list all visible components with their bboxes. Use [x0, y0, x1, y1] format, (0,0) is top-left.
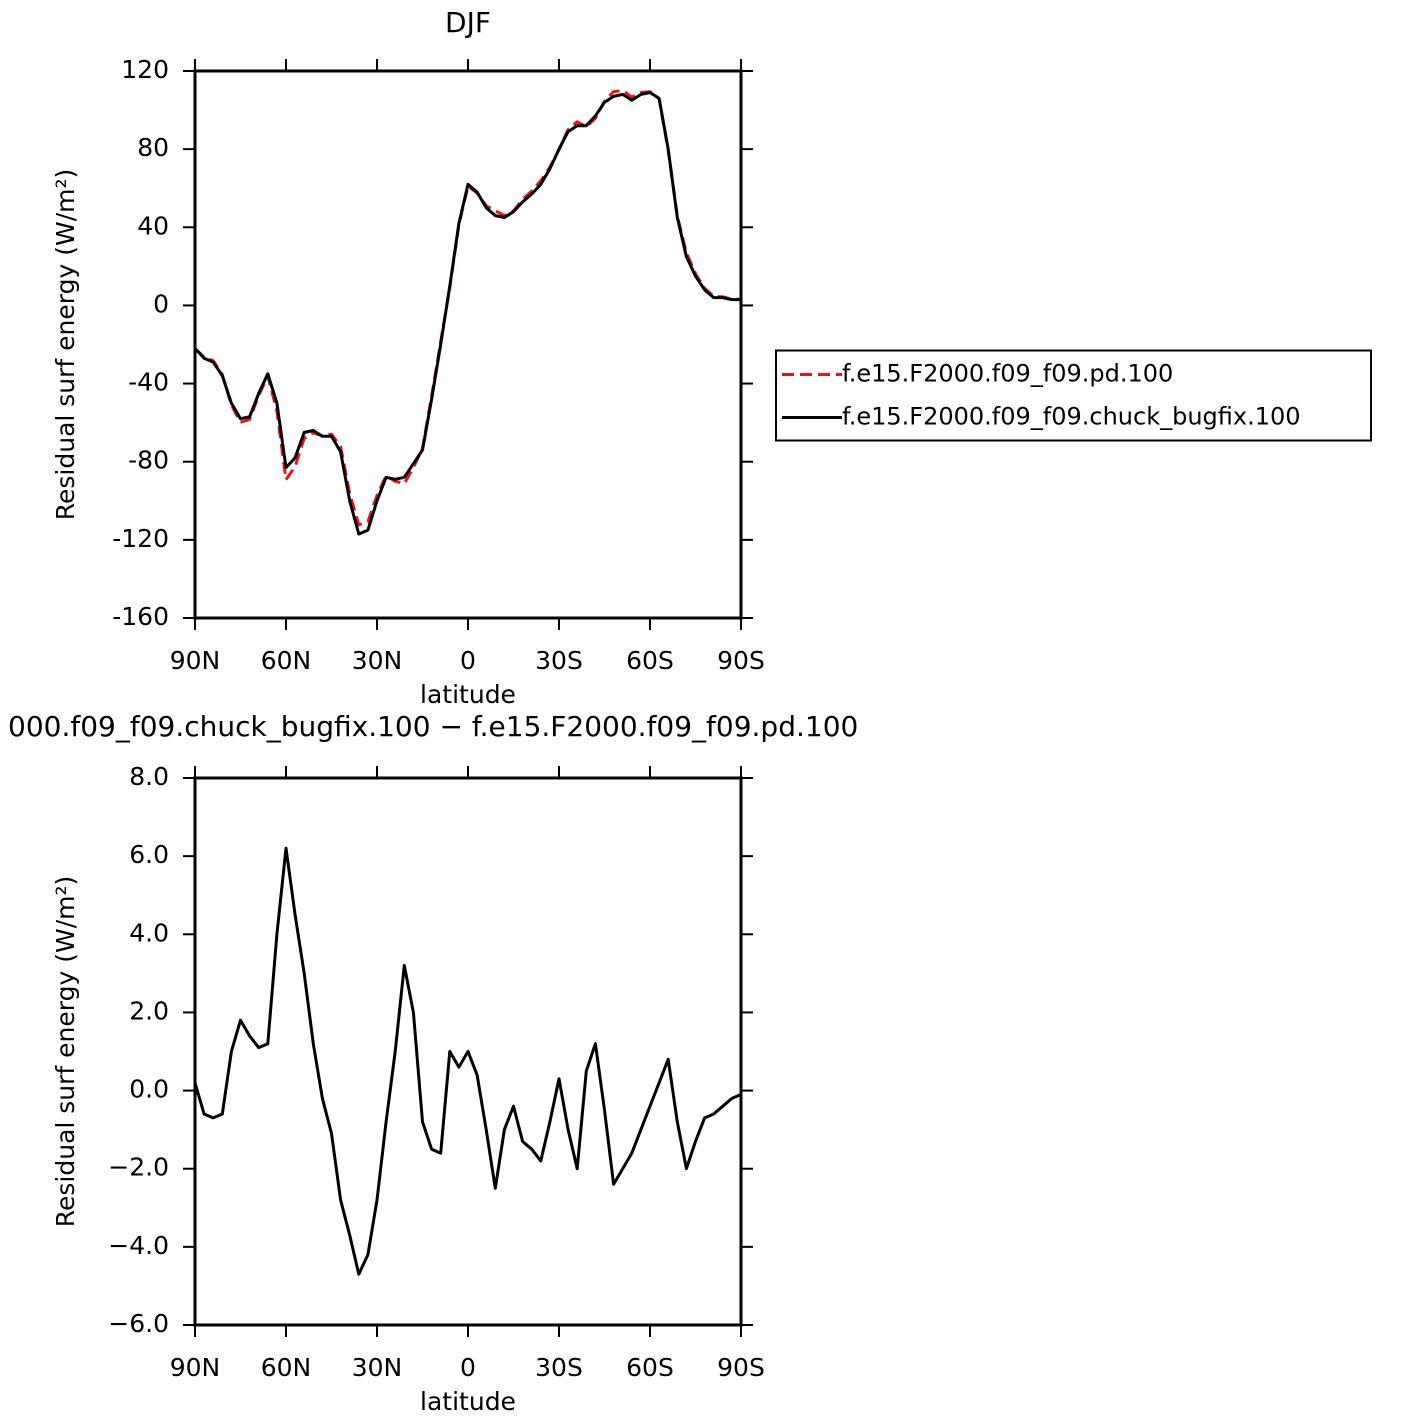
- y-tick-label: 40: [137, 211, 169, 240]
- y-tick-label: 8.0: [129, 762, 169, 791]
- legend-label: f.e15.F2000.f09_f09.chuck_bugfix.100: [842, 403, 1301, 431]
- x-tick-label: 60N: [261, 1353, 312, 1382]
- x-tick-label: 30N: [352, 646, 403, 675]
- x-axis-label: latitude: [420, 680, 516, 709]
- y-tick-label: -120: [112, 524, 169, 553]
- x-tick-label: 30N: [352, 1353, 403, 1382]
- series-line: [193, 89, 742, 527]
- legend-label: f.e15.F2000.f09_f09.pd.100: [842, 360, 1173, 388]
- x-tick-label: 90S: [717, 1353, 765, 1382]
- x-tick-label: 60S: [626, 1353, 674, 1382]
- y-tick-label: 0.0: [129, 1075, 169, 1104]
- y-tick-label: −4.0: [108, 1231, 169, 1260]
- y-axis-label: Residual surf energy (W/m²): [51, 169, 80, 521]
- x-tick-label: 90S: [717, 646, 765, 675]
- x-tick-label: 60S: [626, 646, 674, 675]
- y-tick-label: 120: [121, 55, 169, 84]
- x-tick-label: 90N: [170, 1353, 221, 1382]
- y-axis-label: Residual surf energy (W/m²): [51, 876, 80, 1228]
- y-tick-label: -80: [128, 446, 169, 475]
- y-tick-label: -160: [112, 602, 169, 631]
- chart-title: 000.f09_f09.chuck_bugfix.100 − f.e15.F20…: [8, 710, 858, 743]
- x-tick-label: 0: [460, 1353, 476, 1382]
- y-tick-label: 0: [153, 289, 169, 318]
- plot-frame: [193, 776, 743, 1327]
- y-tick-label: −2.0: [108, 1153, 169, 1182]
- x-tick-label: 30S: [535, 646, 583, 675]
- x-tick-label: 30S: [535, 1353, 583, 1382]
- chart-title: DJF: [445, 6, 491, 39]
- series-line: [193, 846, 742, 1276]
- y-tick-label: 80: [137, 133, 169, 162]
- x-tick-label: 90N: [170, 646, 221, 675]
- y-tick-label: -40: [128, 368, 169, 397]
- y-tick-label: 6.0: [129, 840, 169, 869]
- y-tick-label: 2.0: [129, 996, 169, 1025]
- x-tick-label: 60N: [261, 646, 312, 675]
- plot-frame: [193, 69, 743, 620]
- y-tick-label: 4.0: [129, 918, 169, 947]
- x-tick-label: 0: [460, 646, 476, 675]
- series-line: [193, 91, 741, 536]
- legend-box: [775, 349, 1372, 442]
- y-tick-label: −6.0: [108, 1309, 169, 1338]
- x-axis-label: latitude: [420, 1387, 516, 1416]
